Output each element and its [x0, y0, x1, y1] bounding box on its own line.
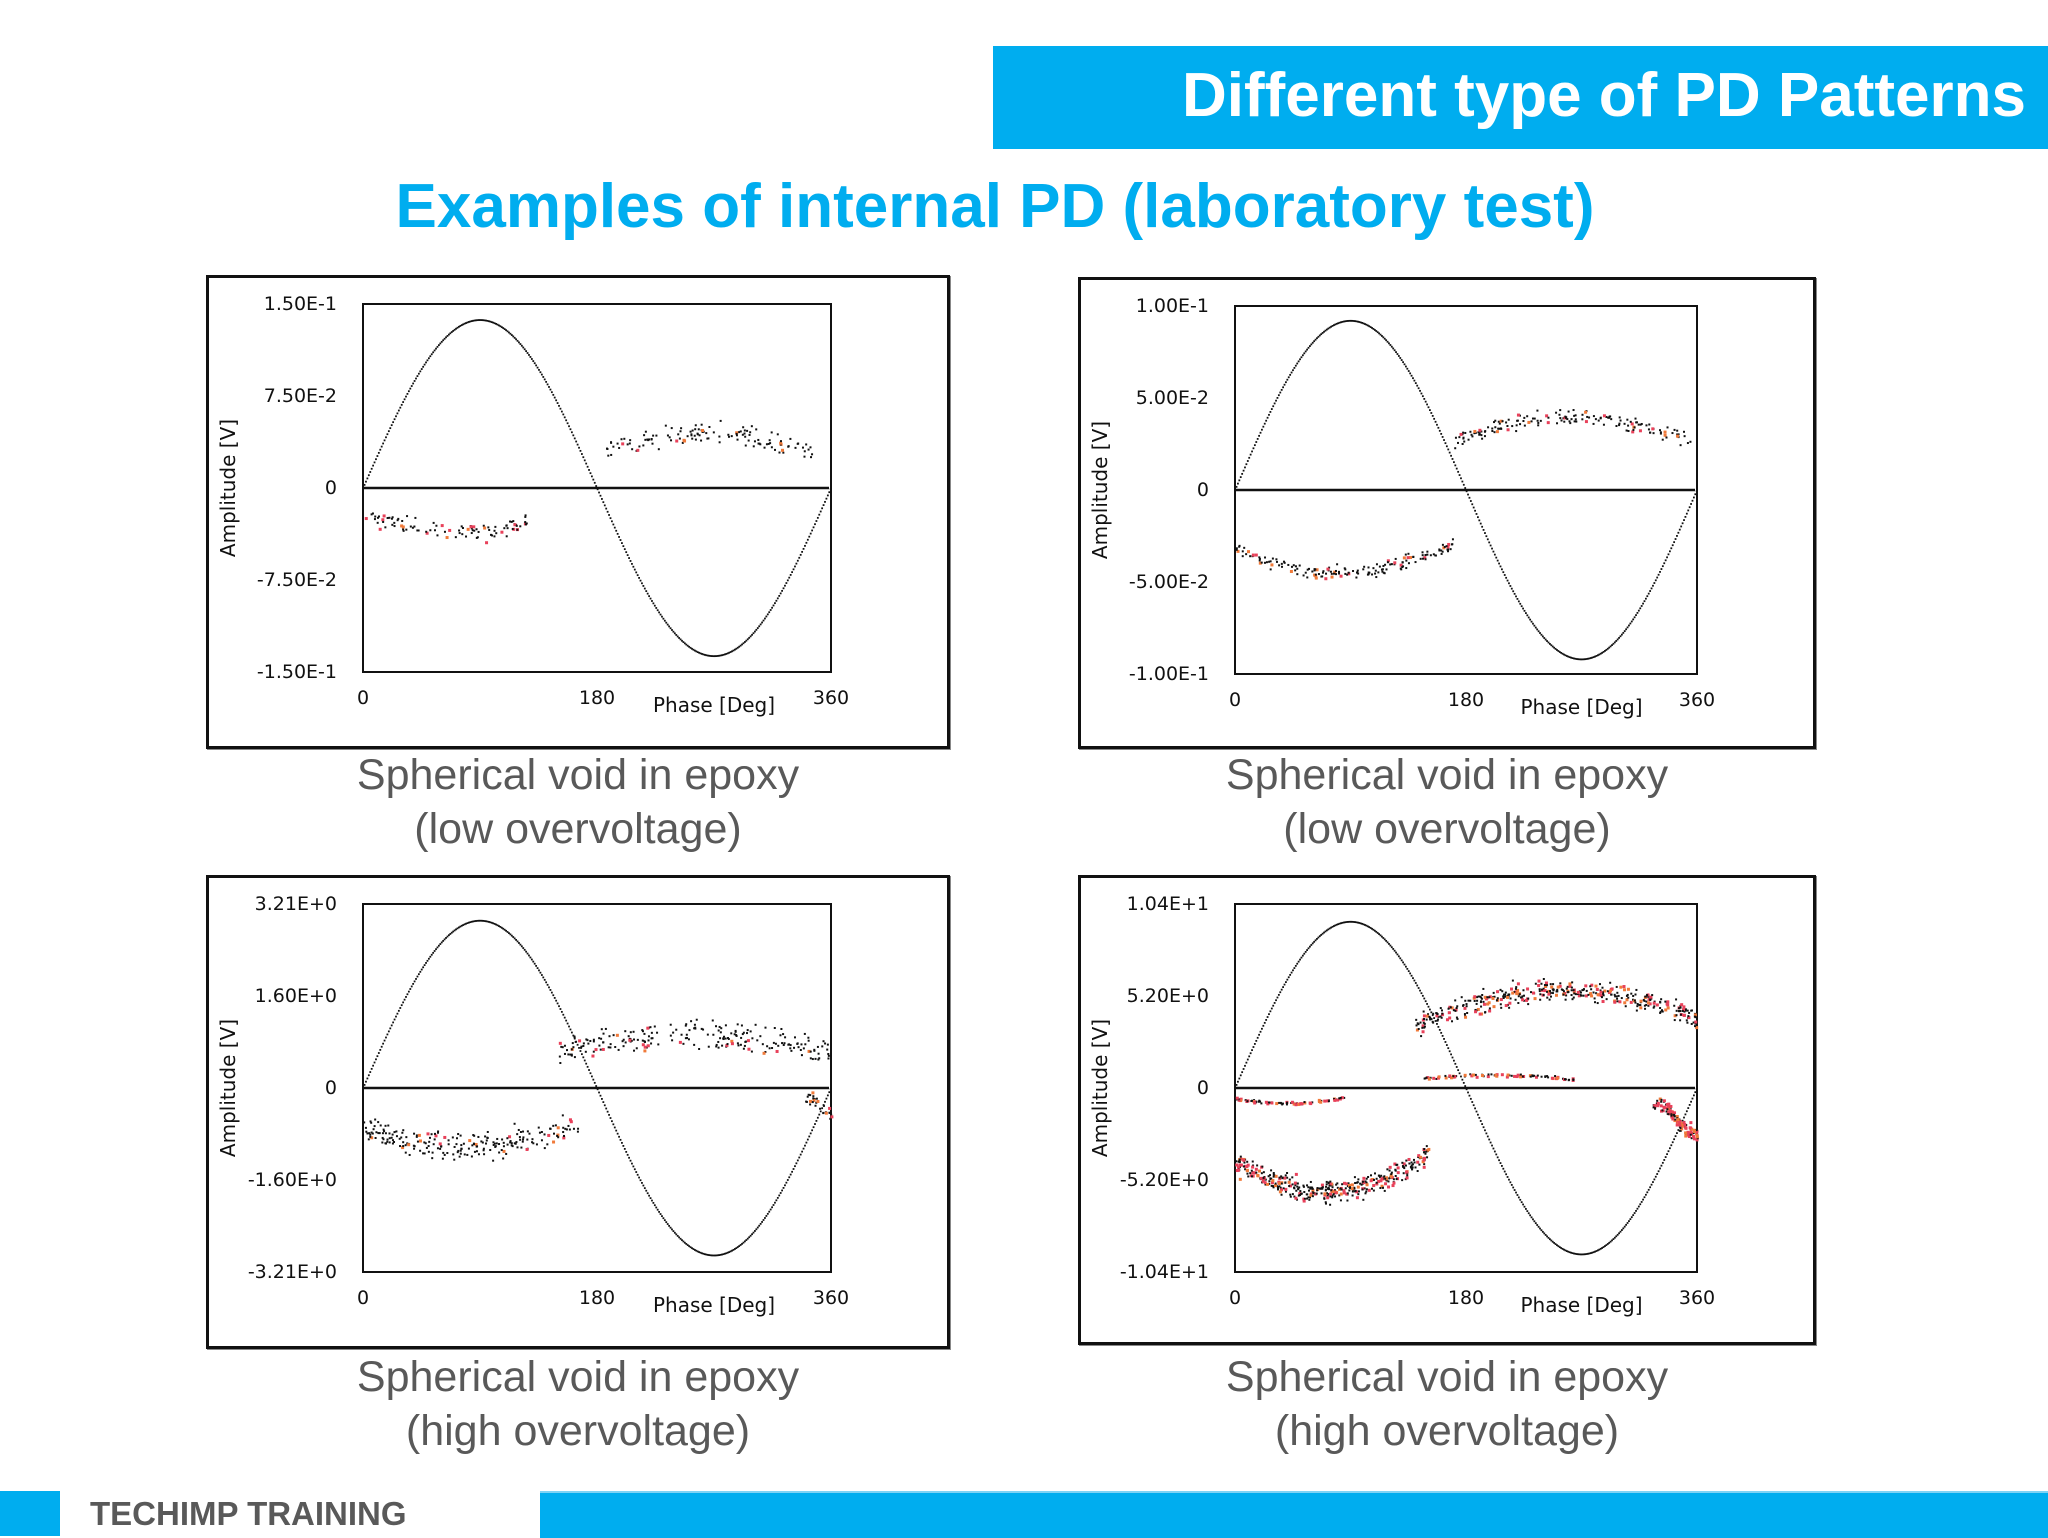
y-tick-label: 5.20E+0: [1127, 985, 1209, 1007]
prpd-chart-3: 3.21E+0 1.60E+0 0 -1.60E+0 -3.21E+0 0 180 360 Ph…: [216, 893, 849, 1317]
caption-3-line1: Spherical void in epoxy: [356, 1353, 800, 1401]
y-tick-label: -1.04E+1: [1120, 1261, 1209, 1283]
x-tick-label: 180: [1448, 1287, 1484, 1309]
caption-2-line2: (low overvoltage): [1283, 805, 1611, 853]
pd-pulse-points: [1235, 978, 1699, 1206]
page-title: Different type of PD Patterns: [1181, 61, 2026, 130]
y-axis-label: Amplitude [V]: [1088, 421, 1112, 559]
caption-1-line2: (low overvoltage): [414, 805, 742, 853]
x-tick-label: 0: [1229, 1287, 1241, 1309]
y-axis-label: Amplitude [V]: [216, 419, 240, 557]
chart-panel-3: 3.21E+0 1.60E+0 0 -1.60E+0 -3.21E+0 0 180 360 Ph…: [206, 875, 950, 1349]
y-tick-label: 1.00E-1: [1136, 295, 1209, 317]
caption-1-line1: Spherical void in epoxy: [356, 751, 800, 799]
y-tick-label: 1.04E+1: [1127, 893, 1209, 915]
y-tick-label: 0: [325, 1077, 337, 1099]
caption-2: Spherical void in epoxy (low overvoltage…: [1078, 748, 1816, 856]
y-tick-label: 0: [1197, 1077, 1209, 1099]
reference-sine-wave: [1234, 920, 1698, 1256]
x-tick-label: 180: [1448, 689, 1484, 711]
footer-accent: [0, 1491, 60, 1536]
y-tick-label: -1.60E+0: [248, 1169, 337, 1191]
y-tick-label: 7.50E-2: [264, 385, 337, 407]
x-tick-label: 0: [357, 687, 369, 709]
caption-3-line2: (high overvoltage): [405, 1407, 751, 1455]
x-tick-label: 360: [813, 687, 849, 709]
caption-4-line2: (high overvoltage): [1274, 1407, 1620, 1455]
y-tick-label: -7.50E-2: [257, 569, 337, 591]
page-subtitle: Examples of internal PD (laboratory test…: [395, 172, 1595, 241]
prpd-chart-2: 1.00E-1 5.00E-2 0 -5.00E-2 -1.00E-1 0 180 360 Ph…: [1088, 295, 1715, 719]
pd-pulse-points: [364, 419, 814, 545]
footer-label: TECHIMP TRAINING: [90, 1495, 407, 1532]
x-axis-label: Phase [Deg]: [653, 1293, 775, 1317]
chart-panel-1: 1.50E-1 7.50E-2 0 -7.50E-2 -1.50E-1 0 180 360 Ph…: [206, 275, 950, 749]
y-tick-label: 0: [325, 477, 337, 499]
x-tick-label: 360: [1679, 1287, 1715, 1309]
y-tick-label: 1.60E+0: [255, 985, 337, 1007]
x-axis-label: Phase [Deg]: [1520, 1293, 1642, 1317]
title-banner: Different type of PD Patterns: [993, 46, 2048, 149]
y-tick-label: 1.50E-1: [264, 293, 337, 315]
x-tick-label: 180: [579, 687, 615, 709]
chart-panel-2: 1.00E-1 5.00E-2 0 -5.00E-2 -1.00E-1 0 180 360 Ph…: [1078, 277, 1816, 749]
y-tick-label: -1.50E-1: [257, 661, 337, 683]
x-tick-label: 0: [1229, 689, 1241, 711]
y-tick-label: 5.00E-2: [1136, 387, 1209, 409]
caption-3: Spherical void in epoxy (high overvoltag…: [206, 1350, 950, 1458]
y-tick-label: 0: [1197, 479, 1209, 501]
y-tick-label: 3.21E+0: [255, 893, 337, 915]
x-axis-label: Phase [Deg]: [653, 693, 775, 717]
caption-1: Spherical void in epoxy (low overvoltage…: [206, 748, 950, 856]
reference-sine-wave: [362, 919, 832, 1257]
y-tick-label: -1.00E-1: [1129, 663, 1209, 685]
footer-bar: [540, 1491, 2048, 1538]
y-tick-label: -5.20E+0: [1120, 1169, 1209, 1191]
x-axis-label: Phase [Deg]: [1520, 695, 1642, 719]
caption-4-line1: Spherical void in epoxy: [1225, 1353, 1669, 1401]
y-axis-label: Amplitude [V]: [1088, 1019, 1112, 1157]
x-tick-label: 0: [357, 1287, 369, 1309]
caption-4: Spherical void in epoxy (high overvoltag…: [1078, 1350, 1816, 1458]
x-tick-label: 360: [1679, 689, 1715, 711]
chart-panel-4: 1.04E+1 5.20E+0 0 -5.20E+0 -1.04E+1 0 180 360 Ph…: [1078, 875, 1816, 1345]
reference-sine-wave: [1234, 319, 1698, 661]
prpd-chart-1: 1.50E-1 7.50E-2 0 -7.50E-2 -1.50E-1 0 180 360 Ph…: [216, 293, 849, 717]
x-tick-label: 360: [813, 1287, 849, 1309]
prpd-chart-4: 1.04E+1 5.20E+0 0 -5.20E+0 -1.04E+1 0 180 360 Ph…: [1088, 893, 1715, 1317]
y-tick-label: -3.21E+0: [248, 1261, 337, 1283]
reference-sine-wave: [362, 319, 832, 658]
caption-2-line1: Spherical void in epoxy: [1225, 751, 1669, 799]
pd-pulse-points: [1235, 409, 1692, 581]
x-tick-label: 180: [579, 1287, 615, 1309]
y-axis-label: Amplitude [V]: [216, 1019, 240, 1157]
pd-pulse-points: [363, 1018, 834, 1162]
y-tick-label: -5.00E-2: [1129, 571, 1209, 593]
